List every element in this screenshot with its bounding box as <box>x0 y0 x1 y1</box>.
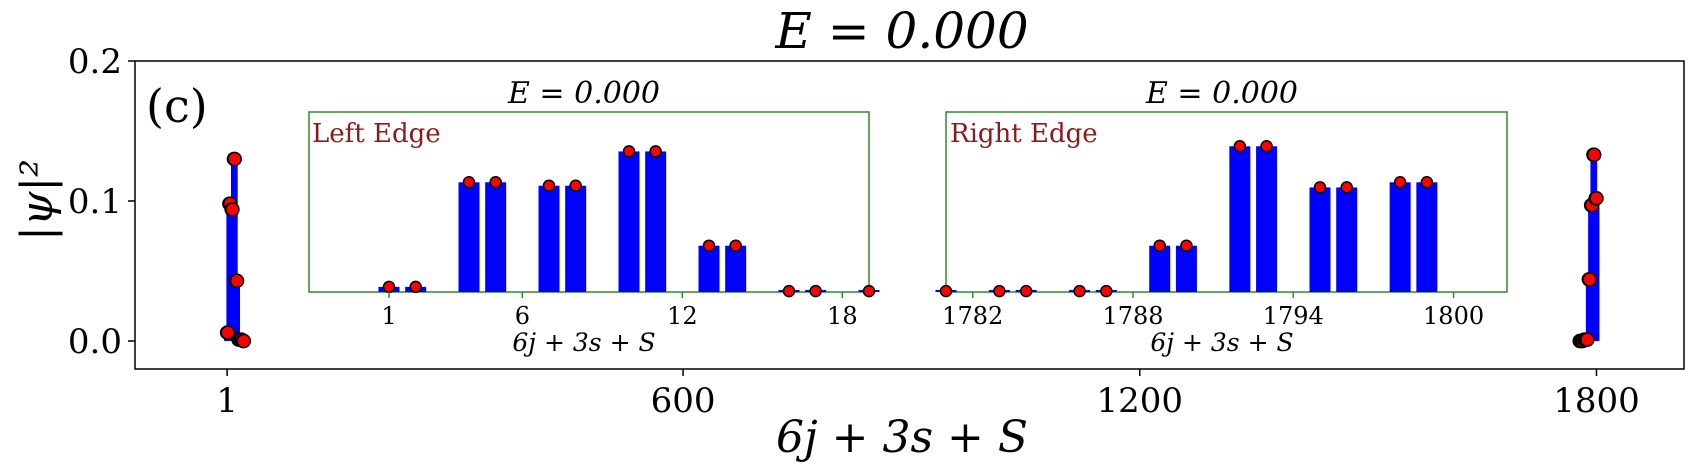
right-inset-point <box>1313 181 1327 194</box>
main-x-tick-label: 1200 <box>1096 381 1183 421</box>
main-point <box>227 151 242 167</box>
main-y-axis-label: |ψ|² <box>12 159 63 241</box>
right-inset-point <box>939 284 953 298</box>
left-inset-x-axis-label: 6j + 3s + S <box>512 328 655 357</box>
left-inset-point <box>729 239 742 252</box>
left-inset-frame <box>308 111 870 293</box>
main-point <box>220 325 236 340</box>
main-point <box>229 273 245 289</box>
left-inset-bar <box>485 182 507 292</box>
left-inset: 1 6 12 18 <box>308 111 880 330</box>
main-y-tick-label: 0.0 <box>68 322 122 362</box>
main-point <box>225 202 240 217</box>
right-inset-bar <box>1149 245 1171 292</box>
right-inset-frame <box>945 111 1508 293</box>
left-inset-point <box>862 284 876 298</box>
right-inset-x-tick-label: 1800 <box>1423 302 1484 330</box>
right-inset-x-axis-label: 6j + 3s + S <box>1150 328 1293 357</box>
right-inset-x-tick-label: 1788 <box>1102 302 1163 330</box>
left-inset-point <box>702 239 716 252</box>
left-inset-point <box>649 145 662 158</box>
main-y-tick-label: 0.1 <box>68 182 122 222</box>
left-inset-x-tick-label: 6 <box>515 302 530 330</box>
main-point <box>1582 272 1597 287</box>
left-inset-point <box>569 179 582 192</box>
left-inset-bar <box>618 151 640 292</box>
right-inset-point <box>1420 176 1434 189</box>
main-point <box>1580 332 1595 347</box>
main-plot: 1 600 1200 1800 0.0 0.1 0.2 <box>68 42 1685 421</box>
main-point <box>236 333 252 349</box>
right-inset-bar <box>1229 146 1251 292</box>
left-inset-point <box>542 179 556 192</box>
left-inset-point <box>809 284 822 298</box>
left-inset-point <box>462 176 476 189</box>
main-y-tick-label: 0.2 <box>68 42 122 82</box>
panel-label: (c) <box>146 79 208 133</box>
left-inset-x-tick-label: 12 <box>667 302 698 330</box>
right-inset-annotation: Right Edge <box>950 119 1098 149</box>
figure-title: E = 0.000 <box>774 2 1028 60</box>
left-inset-annotation: Left Edge <box>312 119 441 149</box>
right-inset-point <box>1073 284 1086 298</box>
right-inset-point <box>1393 176 1407 189</box>
right-inset-point <box>1340 181 1353 194</box>
right-inset-point <box>1100 284 1113 298</box>
left-inset-title: E = 0.000 <box>507 76 660 111</box>
left-inset-bar <box>725 245 747 292</box>
right-inset-bar <box>1416 182 1438 292</box>
right-inset-bar <box>1256 146 1278 292</box>
main-x-tick-label: 600 <box>651 381 716 421</box>
right-inset-bar <box>1175 245 1197 292</box>
left-inset-bar <box>698 245 720 292</box>
left-inset-point <box>489 176 502 189</box>
left-inset-bar <box>458 182 480 292</box>
left-inset-bar <box>538 185 560 292</box>
right-inset-point <box>1153 239 1166 252</box>
left-inset-x-tick-label: 1 <box>381 302 396 330</box>
left-inset-point <box>782 284 796 298</box>
main-x-axis-label: 6j + 3s + S <box>776 412 1028 463</box>
main-frame <box>134 60 1685 370</box>
left-inset-point <box>382 280 396 294</box>
right-inset-point <box>1233 140 1247 153</box>
right-inset-point <box>1260 140 1273 153</box>
right-inset: 1782 1788 1794 1800 <box>935 111 1508 330</box>
right-inset-title: E = 0.000 <box>1145 76 1298 111</box>
right-inset-bar <box>1336 187 1358 292</box>
left-inset-point <box>622 145 636 158</box>
left-inset-bar <box>565 185 587 292</box>
main-point <box>1586 147 1602 163</box>
right-inset-point <box>993 284 1006 298</box>
main-point <box>1589 190 1604 206</box>
right-inset-x-tick-label: 1794 <box>1263 302 1324 330</box>
right-inset-bar <box>1389 182 1411 292</box>
right-inset-bar <box>1309 187 1331 292</box>
right-inset-point <box>1180 239 1193 252</box>
left-inset-bar <box>645 151 667 292</box>
main-x-tick-label: 1 <box>216 381 238 421</box>
left-inset-point <box>409 280 422 294</box>
left-inset-x-tick-label: 18 <box>827 302 858 330</box>
main-x-tick-label: 1800 <box>1553 381 1640 421</box>
right-inset-point <box>1019 284 1033 298</box>
right-inset-x-tick-label: 1782 <box>942 302 1003 330</box>
